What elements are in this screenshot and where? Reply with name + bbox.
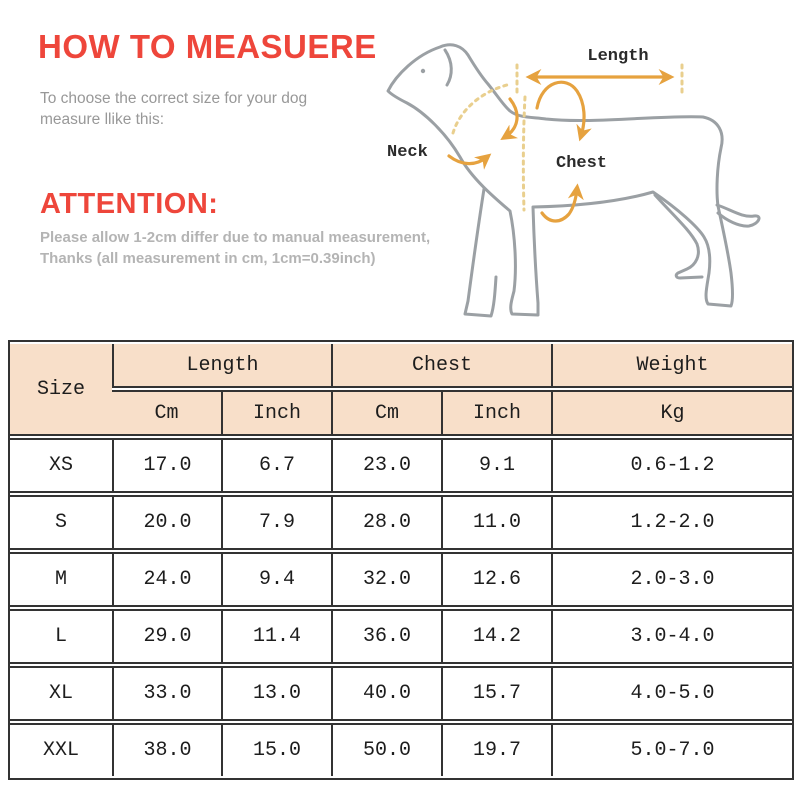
cell-length-inch: 7.9 (221, 495, 332, 550)
cell-weight-kg: 1.2-2.0 (551, 495, 793, 550)
header-chest-cm: Cm (331, 390, 442, 436)
cell-weight-kg: 3.0-4.0 (551, 609, 793, 664)
header-length-cm: Cm (112, 390, 221, 436)
cell-chest-inch: 12.6 (441, 552, 552, 607)
cell-weight-kg: 2.0-3.0 (551, 552, 793, 607)
dog-tail (715, 203, 761, 228)
table-row: L 29.0 11.4 36.0 14.2 3.0-4.0 (10, 609, 793, 664)
cell-size: XXL (10, 723, 112, 776)
cell-size: XL (10, 666, 112, 721)
cell-chest-cm: 28.0 (331, 495, 442, 550)
header-row-units: Cm Inch Cm Inch Kg (10, 390, 793, 436)
cell-chest-inch: 11.0 (441, 495, 552, 550)
table-row: XXL 38.0 15.0 50.0 19.7 5.0-7.0 (10, 723, 793, 776)
header-weight: Weight (551, 344, 793, 388)
dog-far-rear-leg (653, 193, 704, 280)
dog-body-outline (386, 43, 734, 317)
cell-length-cm: 17.0 (112, 438, 221, 493)
table-row: XL 33.0 13.0 40.0 15.7 4.0-5.0 (10, 666, 793, 721)
cell-chest-inch: 14.2 (441, 609, 552, 664)
header-row-groups: Size Length Chest Weight (10, 344, 793, 436)
attention-note-line2: Thanks (all measurement in cm, 1cm=0.39i… (40, 250, 376, 267)
cell-chest-cm: 36.0 (331, 609, 442, 664)
intro-subtitle: To choose the correct size for your dog … (40, 88, 340, 131)
cell-length-inch: 11.4 (221, 609, 332, 664)
dog-ear (443, 48, 453, 87)
cell-length-cm: 38.0 (112, 723, 221, 776)
page-title: HOW TO MEASUERE (38, 28, 377, 65)
dog-measurement-diagram: Length Neck Chest (386, 43, 761, 318)
cell-size: M (10, 552, 112, 607)
cell-chest-inch: 15.7 (441, 666, 552, 721)
neck-label: Neck (387, 143, 428, 162)
header-length: Length (112, 344, 332, 388)
cell-length-inch: 6.7 (221, 438, 332, 493)
header-chest-inch: Inch (441, 390, 552, 436)
cell-length-cm: 24.0 (112, 552, 221, 607)
cell-weight-kg: 5.0-7.0 (551, 723, 793, 776)
cell-length-cm: 20.0 (112, 495, 221, 550)
cell-length-inch: 9.4 (221, 552, 332, 607)
attention-heading: ATTENTION: (40, 188, 219, 220)
cell-chest-cm: 23.0 (331, 438, 442, 493)
cell-chest-cm: 50.0 (331, 723, 442, 776)
chest-dashed-line (521, 95, 527, 212)
intro-subtitle-line1: To choose the correct size for your dog (40, 90, 308, 107)
chest-arrow-upper (535, 80, 592, 142)
attention-note: Please allow 1-2cm differ due to manual … (40, 227, 460, 269)
header-chest: Chest (331, 344, 552, 388)
cell-length-inch: 13.0 (221, 666, 332, 721)
cell-chest-cm: 40.0 (331, 666, 442, 721)
cell-weight-kg: 0.6-1.2 (551, 438, 793, 493)
cell-weight-kg: 4.0-5.0 (551, 666, 793, 721)
cell-chest-inch: 9.1 (441, 438, 552, 493)
table-row: S 20.0 7.9 28.0 11.0 1.2-2.0 (10, 495, 793, 550)
cell-size: L (10, 609, 112, 664)
neck-dashed-arc (451, 83, 509, 135)
table-row: M 24.0 9.4 32.0 12.6 2.0-3.0 (10, 552, 793, 607)
cell-chest-inch: 19.7 (441, 723, 552, 776)
cell-size: XS (10, 438, 112, 493)
cell-length-cm: 29.0 (112, 609, 221, 664)
attention-note-line1: Please allow 1-2cm differ due to manual … (40, 229, 431, 246)
chest-arrow-lower (540, 183, 584, 223)
neck-arrow-upper (500, 97, 519, 141)
cell-chest-cm: 32.0 (331, 552, 442, 607)
header-length-inch: Inch (221, 390, 332, 436)
cell-size: S (10, 495, 112, 550)
cell-length-inch: 15.0 (221, 723, 332, 776)
cell-length-cm: 33.0 (112, 666, 221, 721)
length-label: Length (587, 47, 648, 66)
intro-subtitle-line2: measure llike this: (40, 111, 165, 129)
header-size: Size (10, 344, 112, 436)
size-chart-table: Size Length Chest Weight Cm Inch Cm Inch… (8, 340, 795, 780)
neck-arrow-lower (447, 153, 492, 170)
dog-far-front-leg (463, 187, 498, 318)
chest-label: Chest (556, 154, 607, 173)
table-row: XS 17.0 6.7 23.0 9.1 0.6-1.2 (10, 438, 793, 493)
header-weight-kg: Kg (551, 390, 793, 436)
dog-eye (420, 68, 426, 74)
